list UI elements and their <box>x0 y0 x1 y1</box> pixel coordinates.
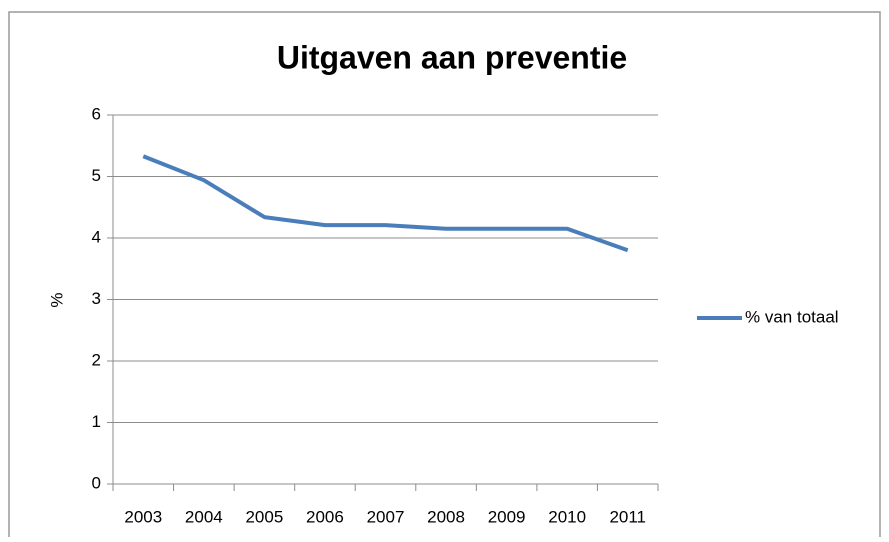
chart-frame <box>8 11 881 542</box>
y-tick-label: 1 <box>92 412 101 431</box>
line-series <box>142 154 629 253</box>
x-tick-label: 2004 <box>185 507 223 526</box>
x-tick-label: 2011 <box>609 507 646 526</box>
y-axis-label: % <box>47 292 66 307</box>
y-tick-label: 6 <box>92 104 101 123</box>
y-tick-label: 2 <box>92 350 101 369</box>
x-tick-label: 2008 <box>427 507 465 526</box>
x-tick-label: 2010 <box>548 507 586 526</box>
x-tick-label: 2005 <box>245 507 283 526</box>
y-tick-label: 3 <box>92 289 101 308</box>
x-tick-label: 2009 <box>488 507 526 526</box>
y-tick-label: 5 <box>92 166 101 185</box>
legend-label: % van totaal <box>745 307 839 326</box>
chart-title: Uitgaven aan preventie <box>277 39 627 75</box>
x-tick-label: 2006 <box>306 507 344 526</box>
x-tick-label: 2003 <box>124 507 162 526</box>
x-tick-label: 2007 <box>367 507 405 526</box>
y-tick-label: 4 <box>92 227 101 246</box>
y-tick-label: 0 <box>92 473 101 492</box>
